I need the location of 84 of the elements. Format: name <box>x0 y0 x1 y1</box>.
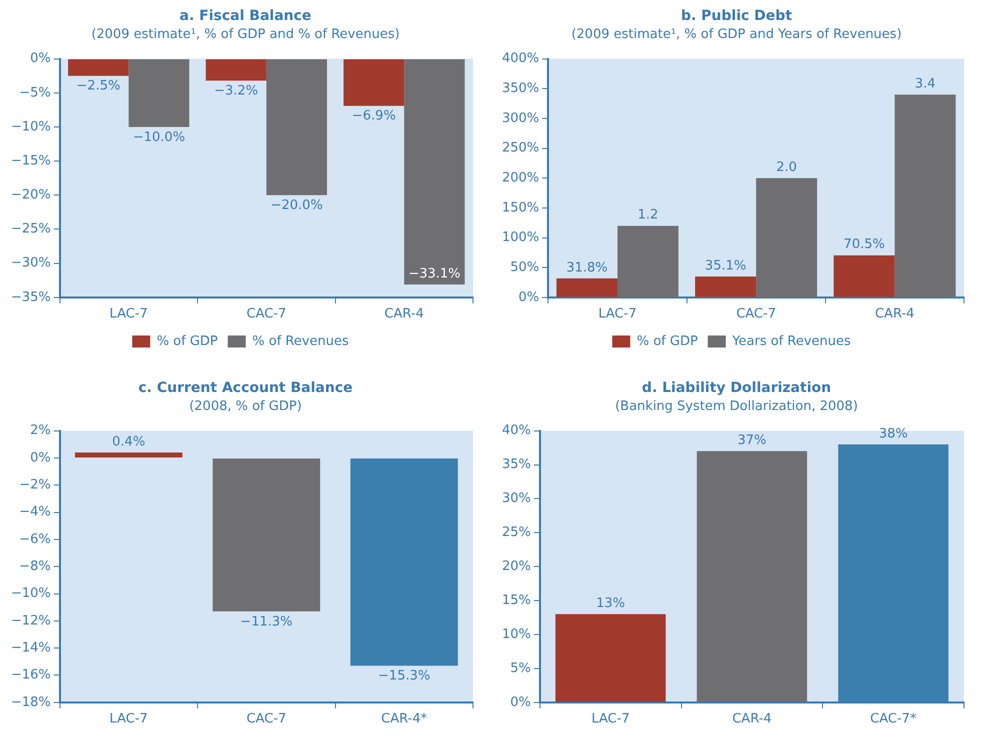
x-tick-label: LAC-7 <box>110 306 148 322</box>
y-tick-label: 30% <box>502 491 531 506</box>
data-label: 35.1% <box>704 258 746 274</box>
y-tick-label: −10% <box>10 586 51 602</box>
chart-subtitle: (2009 estimate¹, % of GDP and Years of Revenues) <box>570 27 903 42</box>
y-tick-label: 200% <box>502 170 540 186</box>
y-tick-label: 250% <box>502 140 540 156</box>
data-label: −3.2% <box>214 83 258 98</box>
y-tick-label: 5% <box>510 660 531 676</box>
y-tick-label: 100% <box>502 230 540 246</box>
chart-title: b. Public Debt <box>680 8 794 24</box>
y-tick-label: 50% <box>510 260 540 275</box>
y-tick-label: −20% <box>10 188 51 203</box>
x-tick-label: LAC-7 <box>110 712 148 727</box>
y-tick-label: −15% <box>10 153 51 168</box>
x-tick-label: CAC-7 <box>736 306 776 322</box>
bar <box>555 614 666 702</box>
data-label: −6.9% <box>352 108 396 124</box>
y-tick-label: −25% <box>10 222 51 237</box>
bar <box>556 278 618 297</box>
data-label: 38% <box>878 426 908 442</box>
y-tick-label: −4% <box>19 504 51 520</box>
legend-label: % of GDP <box>636 334 698 349</box>
y-tick-label: 20% <box>502 558 531 574</box>
chart-title: c. Current Account Balance <box>137 380 354 396</box>
y-tick-label: −10% <box>10 119 51 134</box>
data-label: −20.0% <box>270 198 323 214</box>
data-label: 2.0 <box>776 160 797 175</box>
x-tick-label: LAC-7 <box>591 712 630 727</box>
chart-subtitle: (Banking System Dollarization, 2008) <box>614 399 859 414</box>
y-tick-label: 25% <box>502 525 531 540</box>
y-tick-label: 0% <box>510 694 531 710</box>
chart-title: a. Fiscal Balance <box>178 8 312 24</box>
data-label: −15.3% <box>378 668 430 684</box>
x-tick-label: CAC-7 <box>246 306 286 322</box>
y-tick-label: −6% <box>19 532 51 547</box>
data-label: 37% <box>737 433 766 448</box>
y-tick-label: 0% <box>518 290 540 305</box>
data-label: −33.1% <box>408 266 461 282</box>
x-tick-label: CAR-4* <box>381 712 428 727</box>
chart-subtitle: (2009 estimate¹, % of GDP and % of Revenues) <box>90 27 401 42</box>
y-tick-label: −16% <box>10 668 51 683</box>
legend-label: % of GDP <box>156 334 218 349</box>
data-label: −2.5% <box>76 78 120 94</box>
y-tick-label: 15% <box>502 592 531 608</box>
data-label: 13% <box>596 596 626 612</box>
y-tick-label: 0% <box>30 51 51 66</box>
y-tick-label: −2% <box>19 477 51 492</box>
legend-label: Years of Revenues <box>731 334 851 349</box>
y-tick-label: 150% <box>502 200 540 216</box>
y-tick-label: −35% <box>10 290 51 305</box>
x-tick-label: CAC-7* <box>870 712 917 727</box>
x-tick-label: CAC-7 <box>246 712 286 727</box>
x-tick-label: CAR-4 <box>384 306 424 322</box>
y-tick-label: −18% <box>10 694 51 710</box>
bar <box>834 255 895 297</box>
data-label: −11.3% <box>240 614 292 630</box>
y-tick-label: −8% <box>19 558 51 574</box>
y-tick-label: 0% <box>30 450 51 466</box>
y-tick-label: 2% <box>30 423 51 438</box>
y-tick-label: 300% <box>502 110 540 126</box>
x-tick-label: CAR-4 <box>732 712 772 727</box>
y-tick-label: −5% <box>19 85 51 100</box>
x-tick-label: LAC-7 <box>598 306 637 322</box>
x-tick-label: CAR-4 <box>874 306 914 322</box>
y-tick-label: 35% <box>502 457 531 472</box>
bar <box>695 276 756 297</box>
data-label: 1.2 <box>638 208 658 223</box>
data-label: 70.5% <box>844 237 885 252</box>
y-tick-label: 400% <box>502 51 540 66</box>
data-label: 3.4 <box>914 76 936 92</box>
bar <box>696 451 808 702</box>
y-tick-label: 350% <box>502 81 540 96</box>
y-tick-label: 10% <box>502 626 531 642</box>
y-tick-label: −14% <box>10 640 51 656</box>
chart-subtitle: (2008, % of GDP) <box>188 399 303 414</box>
y-tick-label: −30% <box>10 256 51 271</box>
y-tick-label: 40% <box>502 423 531 438</box>
data-label: 0.4% <box>112 434 146 450</box>
y-tick-label: −12% <box>10 613 51 628</box>
data-label: −10.0% <box>132 130 186 145</box>
legend-label: % of Revenues <box>252 334 350 349</box>
data-label: 31.8% <box>566 260 608 276</box>
chart-title: d. Liability Dollarization <box>640 380 832 396</box>
